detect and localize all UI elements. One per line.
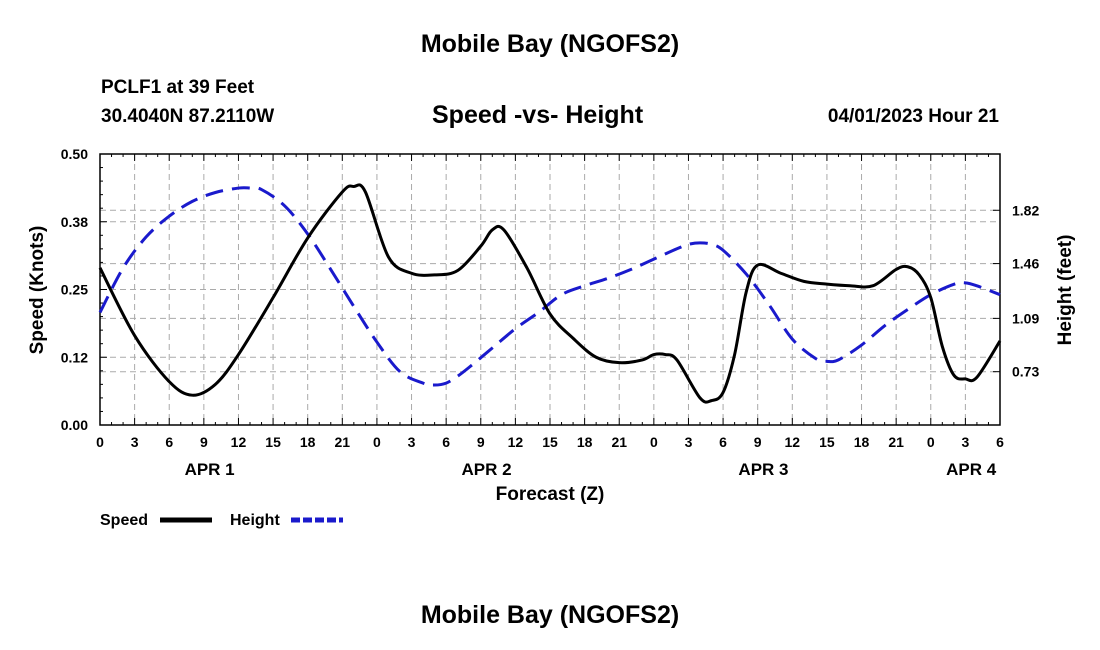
x-tick-label: 6 — [165, 434, 173, 450]
y2-tick-label: 1.09 — [1012, 310, 1039, 326]
x-tick-label: 9 — [200, 434, 208, 450]
x-axis-label: Forecast (Z) — [496, 484, 605, 505]
x-tick-label: 12 — [231, 434, 247, 450]
bottom-title: Mobile Bay (NGOFS2) — [420, 601, 680, 629]
x-tick-label: 21 — [888, 434, 904, 450]
page-title: Mobile Bay (NGOFS2) — [420, 30, 680, 58]
x-tick-label: 18 — [577, 434, 593, 450]
y2-tick-label: 1.46 — [1012, 256, 1039, 272]
run-time-label: 04/01/2023 Hour 21 — [827, 106, 999, 127]
chart-subtitle: Speed -vs- Height — [432, 101, 644, 129]
x-tick-label: 6 — [996, 434, 1004, 450]
axis-ticks — [99, 153, 1001, 426]
x-tick-label: 3 — [961, 434, 969, 450]
y-axis-label: Speed (Knots) — [27, 226, 48, 355]
x-tick-label: 0 — [927, 434, 935, 450]
y2-axis-label: Height (feet) — [1055, 235, 1076, 346]
x-tick-label: 6 — [442, 434, 450, 450]
y2-tick-label: 1.82 — [1012, 202, 1039, 218]
day-label: APR 1 — [185, 460, 235, 479]
legend-height-label: Height — [230, 512, 280, 529]
x-tick-label: 18 — [300, 434, 316, 450]
y-tick-label: 0.50 — [61, 146, 88, 162]
y2-tick-label: 0.73 — [1012, 364, 1039, 380]
y-tick-label: 0.38 — [61, 214, 88, 230]
x-tick-label: 12 — [785, 434, 801, 450]
y-tick-label: 0.00 — [61, 417, 88, 433]
x-tick-label: 3 — [685, 434, 693, 450]
day-label: APR 4 — [946, 460, 997, 479]
x-tick-label: 6 — [719, 434, 727, 450]
y-tick-label: 0.25 — [61, 282, 88, 298]
x-tick-label: 15 — [265, 434, 281, 450]
coordinates-label: 30.4040N 87.2110W — [101, 106, 275, 127]
chart-grid — [100, 154, 1000, 425]
chart-series — [98, 183, 1002, 404]
legend-speed-label: Speed — [100, 512, 148, 529]
x-tick-label: 9 — [754, 434, 762, 450]
station-label: PCLF1 at 39 Feet — [101, 77, 255, 98]
day-label: APR 2 — [461, 460, 511, 479]
x-tick-label: 12 — [508, 434, 524, 450]
x-tick-label: 3 — [131, 434, 139, 450]
speed-series-line — [98, 183, 1002, 404]
x-tick-label: 21 — [335, 434, 351, 450]
x-tick-label: 0 — [373, 434, 381, 450]
y-tick-label: 0.12 — [61, 349, 88, 365]
x-tick-label: 18 — [854, 434, 870, 450]
x-tick-label: 3 — [408, 434, 416, 450]
axis-tick-labels: 0 3 6 9 12 15 18 21 0 3 6 9 12 15 18 21 0 3 6 9 12 15 18 21 0 3 6 0… — [61, 146, 1040, 479]
day-label: APR 3 — [738, 460, 788, 479]
x-tick-label: 15 — [542, 434, 558, 450]
x-tick-label: 0 — [96, 434, 104, 450]
x-tick-label: 9 — [477, 434, 485, 450]
x-tick-label: 21 — [611, 434, 627, 450]
x-tick-label: 0 — [650, 434, 658, 450]
x-tick-label: 15 — [819, 434, 835, 450]
